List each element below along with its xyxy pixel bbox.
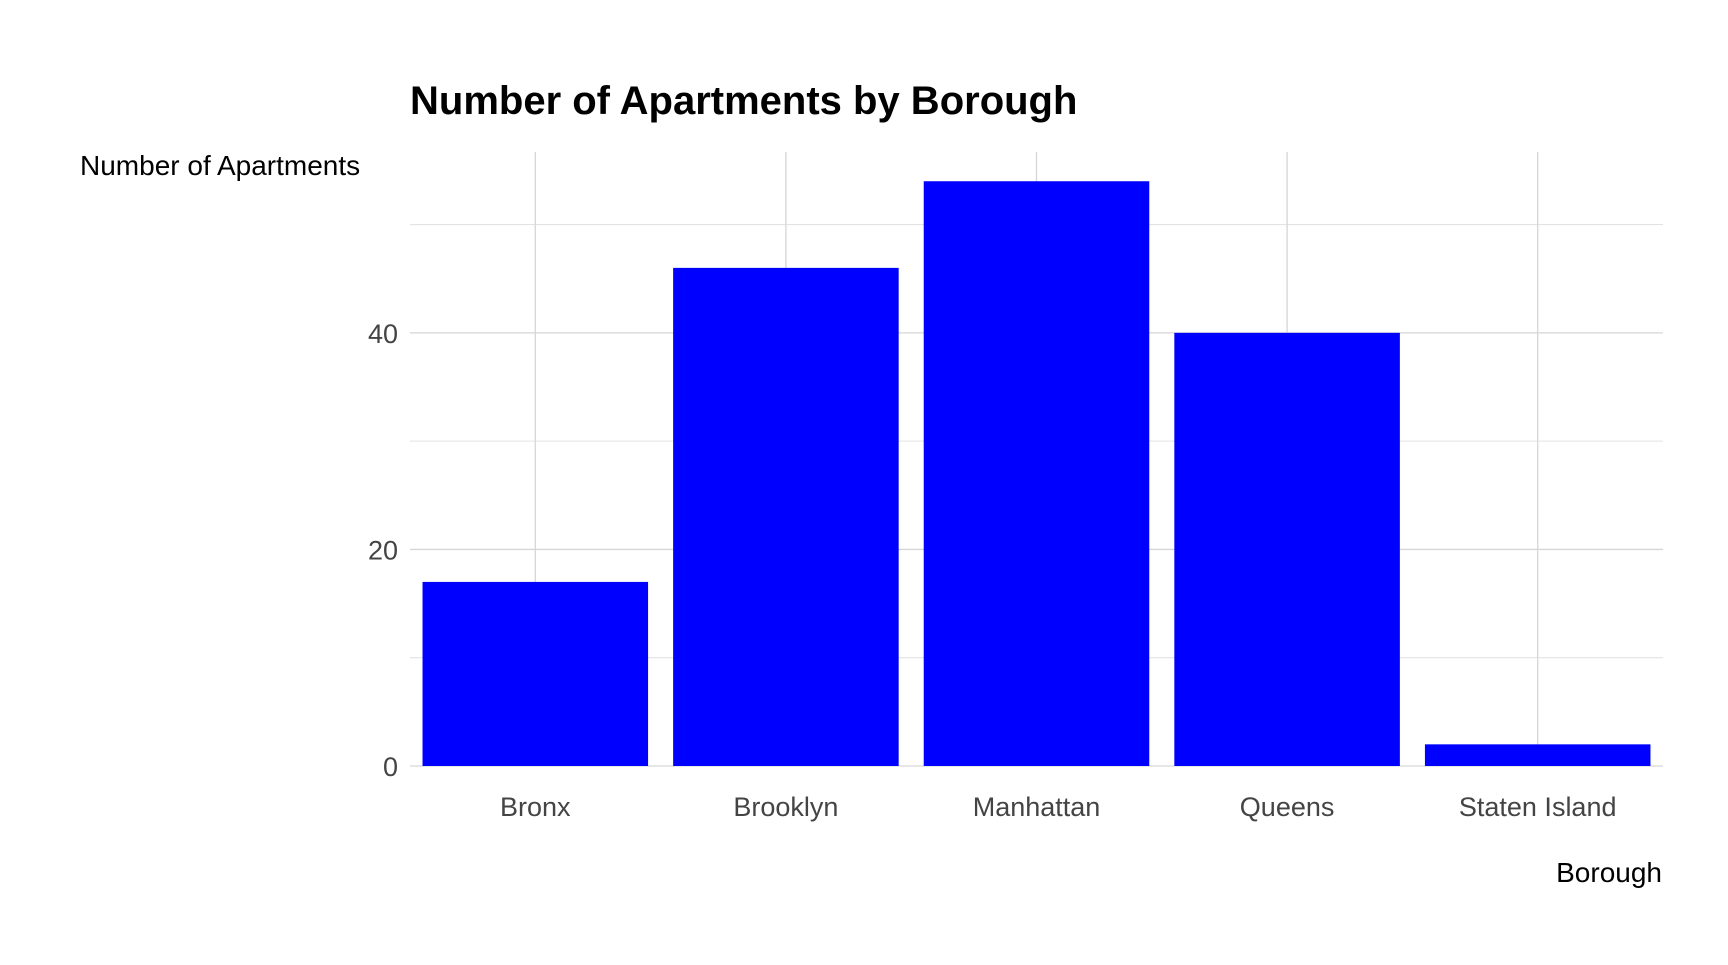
bar-staten-island [1424,744,1651,766]
bar-layer [422,181,1651,766]
bar-bronx [422,581,649,766]
bar-manhattan [923,181,1150,766]
tick-layer: 0 20 40 Bronx Brooklyn Manhattan Queens Staten … [368,319,1617,822]
y-tick-label: 20 [368,535,398,565]
chart-title: Number of Apartments by Borough [410,79,1077,123]
bar-brooklyn [673,267,899,766]
x-axis-title: Borough [1556,857,1662,888]
y-tick-label: 0 [383,752,398,782]
x-tick-label: Manhattan [973,792,1101,822]
x-tick-label: Staten Island [1459,792,1617,822]
x-tick-label: Queens [1240,792,1335,822]
bar-queens [1174,332,1400,766]
x-tick-label: Brooklyn [733,792,838,822]
y-axis-title: Number of Apartments [80,150,360,181]
x-tick-label: Bronx [500,792,571,822]
y-tick-label: 40 [368,319,398,349]
